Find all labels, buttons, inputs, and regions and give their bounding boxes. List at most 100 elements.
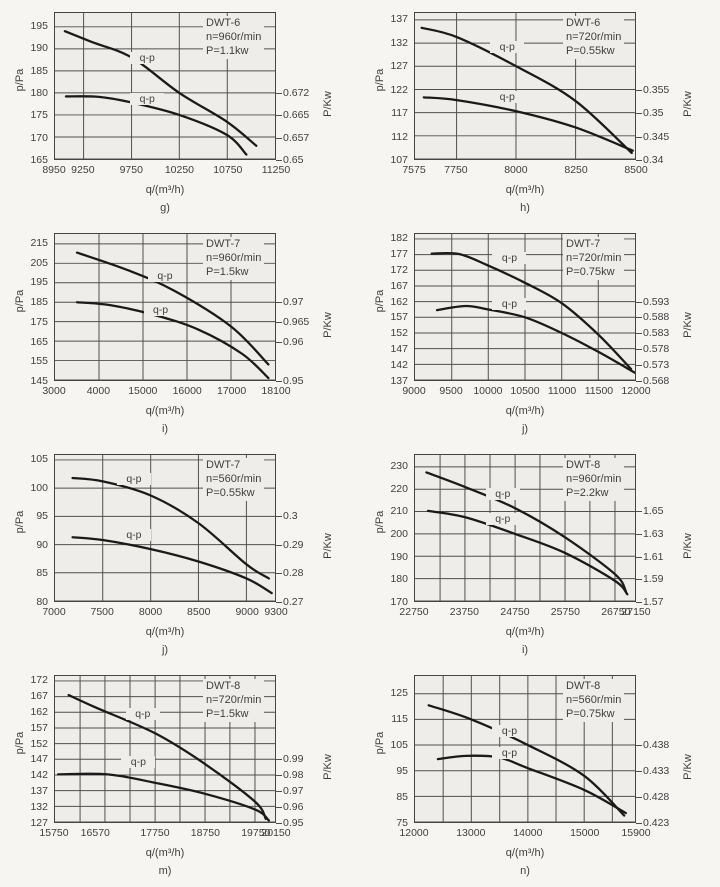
curve-label: q-p bbox=[143, 304, 178, 316]
left-axis-tick-label: 175 bbox=[30, 109, 48, 122]
left-axis-tick-label: 200 bbox=[390, 528, 408, 540]
left-axis-tick-label: 177 bbox=[390, 247, 408, 260]
right-axis-tick bbox=[276, 791, 282, 793]
power-curve bbox=[64, 95, 248, 156]
left-axis-tick-label: 105 bbox=[30, 453, 48, 465]
left-axis-tick-label: 122 bbox=[390, 83, 408, 96]
right-axis-title: P/Kw bbox=[322, 311, 334, 338]
right-axis-tick-label: 0.97 bbox=[283, 296, 304, 309]
right-axis-tick-label: 1.59 bbox=[643, 573, 664, 586]
left-axis-tick-label: 172 bbox=[30, 674, 48, 686]
left-axis-tick-label: 210 bbox=[390, 505, 408, 518]
x-axis-tick-label: 27150 bbox=[621, 606, 651, 618]
curve-label: q-p bbox=[492, 725, 527, 737]
x-axis-tick-label: 9000 bbox=[235, 606, 259, 618]
chart-speed-label: n=960r/min bbox=[206, 31, 262, 43]
x-axis-tick-label: 15900 bbox=[621, 827, 651, 839]
x-axis-tick-label: 23750 bbox=[449, 606, 479, 618]
x-axis-tick-label: 9750 bbox=[119, 164, 143, 176]
left-axis-title: p/Pa bbox=[14, 731, 26, 755]
right-axis-tick-label: 0.27 bbox=[283, 596, 304, 608]
left-axis-title: p/Pa bbox=[374, 731, 386, 755]
left-axis-tick-label: 155 bbox=[30, 355, 48, 368]
chart-panel-5: DWT-7 n=560r/min P=0.55kw q-p q-p 105 100 95 90 8… bbox=[0, 444, 360, 665]
x-axis-tick-label: 3000 bbox=[42, 385, 66, 397]
left-axis-tick-label: 142 bbox=[30, 769, 48, 782]
pressure-curve bbox=[430, 251, 633, 371]
left-axis-tick-label: 152 bbox=[390, 327, 408, 340]
power-curve bbox=[436, 754, 627, 815]
x-axis-title: q/(m³/h) bbox=[145, 184, 185, 196]
chart-speed-label: n=560r/min bbox=[566, 694, 622, 706]
right-axis-tick bbox=[276, 573, 282, 575]
x-axis-tick-label: 7575 bbox=[402, 164, 426, 176]
left-axis-tick-label: 145 bbox=[30, 375, 48, 387]
x-axis-tick-label: 16570 bbox=[80, 827, 110, 839]
left-axis-tick-label: 137 bbox=[30, 785, 48, 798]
right-axis-tick-label: 0.433 bbox=[643, 765, 670, 777]
right-axis-tick-label: 0.95 bbox=[283, 375, 304, 387]
x-axis-tick-label: 9500 bbox=[439, 385, 463, 397]
right-axis-tick-label: 0.965 bbox=[283, 315, 310, 328]
right-axis-tick-label: 0.568 bbox=[643, 375, 670, 387]
right-axis-tick bbox=[636, 365, 642, 367]
right-axis-tick bbox=[636, 301, 642, 303]
x-axis-tick-label: 9000 bbox=[402, 385, 426, 397]
left-axis-tick-label: 190 bbox=[390, 550, 408, 563]
left-axis-tick-label: 165 bbox=[30, 154, 48, 166]
left-axis-title: p/Pa bbox=[14, 289, 26, 313]
left-axis-tick-label: 85 bbox=[36, 567, 48, 580]
chart-letter-label: j) bbox=[161, 644, 169, 656]
right-axis-title: P/Kw bbox=[682, 90, 694, 117]
right-axis-tick bbox=[636, 317, 642, 319]
right-axis-tick bbox=[636, 381, 642, 382]
x-axis-title: q/(m³/h) bbox=[145, 847, 185, 859]
right-axis-tick bbox=[276, 775, 282, 777]
pressure-curve bbox=[75, 251, 270, 366]
left-axis-tick-label: 215 bbox=[30, 237, 48, 249]
left-axis-tick-label: 147 bbox=[30, 753, 48, 766]
x-axis-tick-label: 8000 bbox=[138, 606, 163, 618]
right-axis-tick-label: 0.96 bbox=[283, 801, 304, 814]
chart-speed-label: n=720r/min bbox=[566, 252, 622, 264]
left-axis-tick-label: 170 bbox=[30, 131, 48, 144]
curve-label: q-p bbox=[121, 755, 156, 768]
x-axis-tick-label: 10250 bbox=[164, 164, 195, 176]
x-axis-tick-label: 25750 bbox=[550, 606, 580, 618]
x-axis-tick-label: 22750 bbox=[399, 606, 429, 618]
right-axis-tick bbox=[276, 93, 282, 94]
pressure-curve bbox=[71, 476, 270, 580]
right-axis-tick-label: 0.583 bbox=[643, 327, 670, 340]
curve-label: q-p bbox=[148, 269, 182, 282]
chart-power-label: P=0.55kw bbox=[566, 45, 615, 57]
chart-power-label: P=0.75kw bbox=[566, 266, 615, 278]
x-axis-tick-label: 18750 bbox=[190, 827, 220, 839]
right-axis-tick-label: 0.95 bbox=[283, 817, 304, 829]
right-axis-title: P/Kw bbox=[322, 753, 334, 780]
right-axis-tick bbox=[636, 797, 642, 798]
right-axis-tick bbox=[636, 823, 642, 824]
x-axis-tick-label: 26750 bbox=[601, 606, 631, 618]
right-axis-tick-label: 0.35 bbox=[643, 107, 664, 119]
chart-title: DWT-8 n=960r/min P=2.2kw bbox=[563, 458, 625, 501]
pressure-curve bbox=[427, 704, 626, 817]
x-axis-tick-label: 17750 bbox=[140, 827, 170, 839]
x-axis-tick-label: 7000 bbox=[42, 606, 66, 618]
curve-label: q-p bbox=[492, 298, 527, 311]
x-axis-tick-label: 10000 bbox=[473, 385, 503, 397]
left-axis-tick-label: 132 bbox=[30, 801, 48, 814]
power-curve bbox=[71, 536, 273, 595]
right-axis-tick bbox=[276, 759, 282, 761]
chart-panel-4: DWT-7 n=720r/min P=0.75kw q-p q-p 182 177 172 16… bbox=[360, 223, 720, 444]
left-axis-tick-label: 157 bbox=[390, 311, 408, 324]
x-axis-tick-label: 11500 bbox=[584, 385, 614, 397]
x-axis-title: q/(m³/h) bbox=[145, 405, 185, 417]
left-axis-tick-label: 195 bbox=[30, 276, 48, 289]
chart-title: DWT-7 n=720r/min P=0.75kw bbox=[563, 237, 625, 280]
right-axis-tick bbox=[636, 349, 642, 351]
x-axis-tick-label: 13000 bbox=[456, 827, 486, 839]
power-curve bbox=[75, 301, 270, 380]
right-axis-tick-label: 0.29 bbox=[283, 538, 304, 551]
x-axis-tick-label: 20150 bbox=[261, 827, 291, 839]
left-axis-tick-label: 85 bbox=[396, 791, 408, 803]
